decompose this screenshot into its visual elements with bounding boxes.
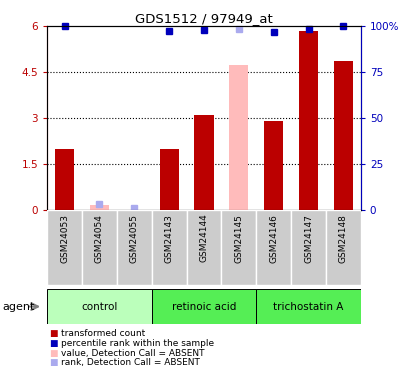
Text: trichostatin A: trichostatin A (273, 302, 343, 312)
Text: GSM24145: GSM24145 (234, 214, 243, 262)
Text: GSM24053: GSM24053 (60, 214, 69, 263)
Bar (263, 121, 283, 210)
Text: GSM24148: GSM24148 (338, 214, 347, 262)
Bar (290, 210, 325, 285)
Text: GSM24146: GSM24146 (269, 214, 277, 262)
Bar (47, 289, 151, 324)
Bar (229, 64, 248, 210)
Bar (325, 210, 360, 285)
Bar (333, 62, 352, 210)
Bar (117, 210, 151, 285)
Bar (221, 210, 256, 285)
Bar (151, 289, 256, 324)
Text: ■: ■ (49, 358, 58, 368)
Bar (256, 210, 290, 285)
Bar (194, 115, 213, 210)
Text: GSM24055: GSM24055 (130, 214, 138, 263)
Bar (159, 149, 178, 210)
Bar (90, 206, 109, 210)
Bar (256, 289, 360, 324)
Title: GDS1512 / 97949_at: GDS1512 / 97949_at (135, 12, 272, 25)
Bar (82, 210, 117, 285)
Text: control: control (81, 302, 117, 312)
Bar (151, 210, 186, 285)
Text: GSM24054: GSM24054 (95, 214, 103, 262)
Text: percentile rank within the sample: percentile rank within the sample (61, 339, 213, 348)
Bar (186, 210, 221, 285)
Text: transformed count: transformed count (61, 329, 144, 338)
Text: agent: agent (2, 302, 34, 312)
Text: GSM24144: GSM24144 (199, 214, 208, 262)
Text: ■: ■ (49, 349, 58, 358)
Text: ■: ■ (49, 339, 58, 348)
Bar (47, 210, 82, 285)
Text: value, Detection Call = ABSENT: value, Detection Call = ABSENT (61, 349, 204, 358)
Text: ■: ■ (49, 329, 58, 338)
Text: GSM24147: GSM24147 (303, 214, 312, 262)
Text: GSM24143: GSM24143 (164, 214, 173, 262)
Text: rank, Detection Call = ABSENT: rank, Detection Call = ABSENT (61, 358, 199, 368)
Bar (298, 31, 317, 210)
Text: retinoic acid: retinoic acid (171, 302, 236, 312)
Bar (55, 149, 74, 210)
